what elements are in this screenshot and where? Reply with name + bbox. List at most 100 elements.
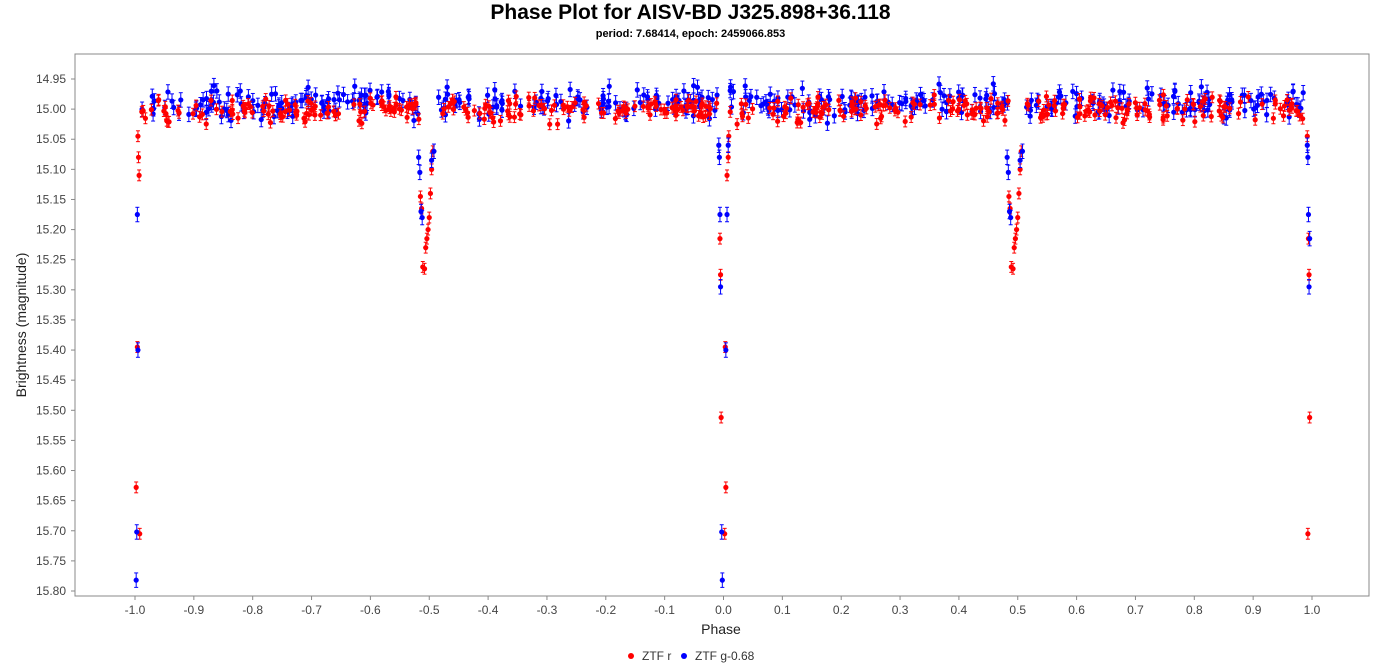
ztf-g-point bbox=[1226, 92, 1233, 98]
legend-label-ztf-g: ZTF g-0.68 bbox=[695, 649, 755, 663]
ztf-r-point bbox=[318, 112, 324, 118]
y-tick-label: 15.15 bbox=[36, 192, 66, 206]
ztf-g-point bbox=[1073, 91, 1080, 97]
ztf-r-point bbox=[219, 109, 225, 115]
ztf-r-point bbox=[208, 97, 214, 104]
ztf-r-point bbox=[1076, 96, 1083, 102]
ztf-r-point bbox=[841, 113, 847, 119]
x-tick-label: -0.2 bbox=[595, 603, 616, 617]
ztf-r-point bbox=[956, 106, 962, 112]
ztf-r-point bbox=[391, 105, 397, 111]
ztf-r-point bbox=[229, 97, 235, 104]
ztf-r-point bbox=[1087, 98, 1094, 104]
ztf-r-point bbox=[1096, 101, 1102, 107]
x-tick-label: -0.1 bbox=[654, 603, 675, 617]
ztf-g-point bbox=[869, 93, 875, 99]
ztf-g-point bbox=[492, 96, 498, 102]
ztf-r-point bbox=[1305, 531, 1311, 537]
ztf-r-point bbox=[986, 109, 992, 115]
ztf-g-point bbox=[705, 95, 711, 101]
ztf-r-point bbox=[1163, 103, 1169, 109]
ztf-r-point bbox=[1216, 108, 1222, 114]
x-tick-label: 0.8 bbox=[1186, 603, 1203, 617]
ztf-g-point bbox=[694, 84, 701, 90]
x-tick-label: 0.5 bbox=[1009, 603, 1026, 617]
ztf-g-point bbox=[203, 109, 209, 115]
ztf-g-point bbox=[941, 93, 947, 99]
ztf-g-point bbox=[379, 89, 385, 95]
ztf-r-point bbox=[490, 115, 496, 121]
ztf-g-point bbox=[331, 97, 337, 103]
ztf-r-point bbox=[230, 111, 236, 117]
ztf-r-point bbox=[497, 118, 504, 124]
ztf-g-point bbox=[431, 148, 437, 154]
ztf-r-point bbox=[994, 110, 1000, 117]
ztf-r-point bbox=[1060, 110, 1066, 117]
x-tick-label: -0.5 bbox=[419, 603, 440, 617]
ztf-g-point bbox=[681, 88, 687, 94]
y-tick-label: 15.60 bbox=[36, 464, 66, 478]
ztf-r-point bbox=[1011, 245, 1017, 251]
y-tick-label: 15.40 bbox=[36, 343, 66, 357]
ztf-r-point bbox=[359, 120, 365, 126]
ztf-r-point bbox=[547, 121, 553, 127]
ztf-g-point bbox=[1070, 88, 1076, 95]
ztf-r-point bbox=[278, 113, 284, 120]
ztf-r-point bbox=[598, 110, 605, 116]
ztf-r-point bbox=[1192, 119, 1198, 125]
ztf-g-point bbox=[197, 102, 204, 108]
ztf-g-point bbox=[149, 93, 155, 99]
ztf-r-point bbox=[738, 101, 744, 107]
ztf-r-point bbox=[595, 100, 602, 107]
ztf-r-point bbox=[640, 103, 646, 110]
ztf-r-point bbox=[1304, 133, 1310, 139]
ztf-r-point bbox=[723, 484, 729, 490]
ztf-r-point bbox=[560, 102, 566, 108]
ztf-r-point bbox=[1091, 95, 1097, 101]
ztf-r-point bbox=[325, 110, 331, 117]
ztf-r-point bbox=[1259, 101, 1265, 107]
y-tick-label: 15.80 bbox=[36, 584, 66, 598]
ztf-r-point bbox=[718, 414, 724, 421]
ztf-r-point bbox=[1043, 93, 1050, 100]
ztf-r-point bbox=[770, 111, 776, 117]
ztf-r-point bbox=[823, 102, 829, 108]
ztf-g-point bbox=[1144, 85, 1150, 91]
x-tick-label: -0.8 bbox=[242, 603, 263, 617]
ztf-r-point bbox=[858, 99, 864, 105]
ztf-g-point bbox=[1304, 142, 1310, 148]
ztf-g-point bbox=[1242, 107, 1248, 114]
ztf-g-point bbox=[936, 81, 942, 87]
ztf-r-point bbox=[1235, 111, 1242, 117]
ztf-r-point bbox=[743, 101, 749, 107]
ztf-r-point bbox=[767, 105, 773, 111]
ztf-g-point bbox=[1117, 88, 1123, 95]
ztf-r-point bbox=[892, 107, 898, 114]
ztf-r-point bbox=[1113, 115, 1119, 121]
x-tick-label: 1.0 bbox=[1304, 603, 1321, 617]
ztf-r-point bbox=[693, 98, 699, 105]
ztf-g-point bbox=[728, 84, 734, 90]
ztf-r-point bbox=[581, 114, 587, 120]
ztf-g-point bbox=[641, 92, 647, 98]
ztf-r-point bbox=[724, 172, 730, 178]
ztf-g-point bbox=[211, 83, 217, 89]
ztf-g-point bbox=[313, 92, 319, 98]
ztf-r-point bbox=[615, 108, 621, 114]
ztf-r-point bbox=[1102, 112, 1108, 118]
ztf-r-point bbox=[1281, 103, 1288, 109]
ztf-g-point bbox=[417, 169, 423, 175]
ztf-g-point bbox=[133, 577, 139, 583]
ztf-g-point bbox=[178, 97, 184, 103]
ztf-r-point bbox=[887, 105, 893, 111]
ztf-g-point bbox=[419, 214, 425, 221]
ztf-g-point bbox=[758, 103, 764, 109]
ztf-g-point bbox=[972, 92, 978, 98]
ztf-r-point bbox=[213, 106, 220, 112]
ztf-r-point bbox=[429, 166, 435, 172]
ztf-g-point bbox=[831, 113, 837, 119]
ztf-r-point bbox=[1174, 105, 1180, 111]
ztf-r-point bbox=[815, 94, 821, 100]
ztf-r-point bbox=[645, 105, 651, 111]
ztf-r-point bbox=[1284, 97, 1290, 103]
